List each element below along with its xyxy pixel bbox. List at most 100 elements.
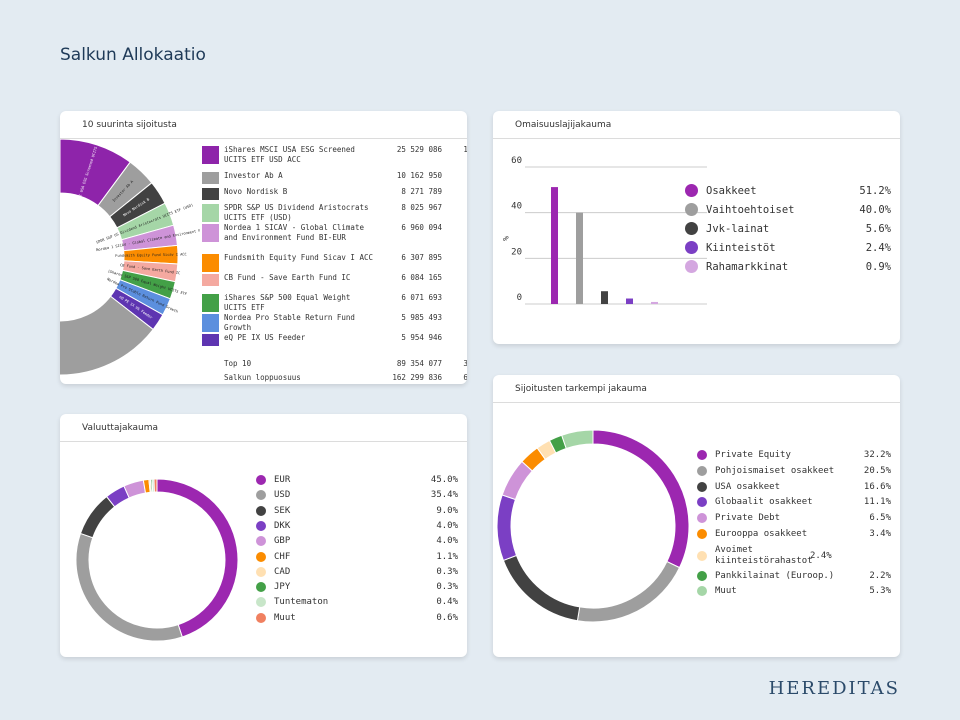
legend-dot (697, 450, 707, 460)
legend-item: Avoimet kiinteistörahastot 2.4% (697, 545, 891, 567)
summary-name: Salkun loppuosuus (224, 373, 301, 382)
legend-item: GBP 4.0% (256, 536, 458, 547)
legend-dot (685, 222, 698, 235)
legend-pct: 4.0% (436, 520, 458, 531)
legend-dot (697, 481, 707, 492)
legend-dot (697, 513, 707, 524)
card-divider (493, 402, 900, 403)
top10-pct: 2.77 % (442, 223, 467, 233)
top10-value: 8 271 789 (401, 187, 442, 196)
y-tick-label: 40 (511, 202, 522, 212)
legend-pct: 35.4% (430, 490, 458, 501)
legend-pct: 40.0% (859, 203, 891, 216)
legend-label: Kiinteistöt (706, 241, 776, 254)
legend-item: Osakkeet 51.2% (685, 184, 891, 197)
legend-label: EUR (274, 475, 291, 485)
legend-swatch (202, 334, 219, 346)
summary-pct: 64.49 % (463, 373, 467, 382)
legend-pct: 51.2% (859, 184, 891, 197)
card-divider (60, 138, 467, 139)
legend-label: Pohjoismaiset osakkeet (715, 465, 835, 476)
bar-kiinteist-t (626, 298, 633, 304)
legend-item: SEK 9.0% (256, 505, 458, 516)
currency-slice-muut (153, 478, 158, 493)
summary-value: 89 354 077 (396, 359, 442, 368)
legend-swatch (202, 294, 219, 312)
legend-pct: 16.6% (863, 481, 891, 492)
legend-pct: 9.0% (436, 505, 458, 516)
legend-dot (697, 550, 707, 561)
bar-rahamarkkinat (651, 301, 658, 304)
legend-label: Eurooppa osakkeet (715, 529, 808, 539)
asset-class-legend: Osakkeet 51.2% Vaihtoehtoiset 40.0% Jvk-… (685, 184, 891, 284)
currency-slice-sek (79, 495, 116, 539)
legend-pct: 2.4% (865, 241, 891, 254)
top10-value: 6 960 094 (401, 223, 442, 232)
legend-label: CHF (274, 551, 291, 562)
detail-slice-pohjoismaiset-osakkeet (576, 560, 681, 623)
top10-name: CB Fund - Save Earth Fund IC (224, 273, 351, 282)
legend-label: SEK (274, 505, 291, 516)
top10-value: 6 307 895 (401, 253, 442, 262)
top10-name: SPDR S&P US Dividend Aristocrats UCITS E… (224, 203, 369, 222)
top10-card: 10 suurinta sijoitusta iShares MSCI USA … (60, 111, 467, 384)
legend-label: Tuntematon (274, 597, 329, 608)
legend-pct: 3.4% (869, 529, 891, 539)
legend-pct: 0.9% (865, 260, 891, 273)
currency-slice-usd (75, 532, 183, 642)
legend-dot (697, 570, 707, 581)
legend-item: Vaihtoehtoiset 40.0% (685, 203, 891, 216)
detail-slice-globaalit-osakkeet (496, 494, 518, 562)
legend-pct: 5.3% (869, 586, 891, 597)
top10-value: 6 084 165 (401, 273, 442, 282)
detail-slice-usa-osakkeet (502, 554, 581, 622)
legend-swatch (202, 188, 219, 200)
legend-item: Globaalit osakkeet 11.1% (697, 497, 891, 508)
detail-card-title: Sijoitusten tarkempi jakauma (515, 384, 647, 394)
currency-donut-chart (75, 478, 239, 642)
top10-pct: 4.04 % (442, 171, 467, 181)
legend-label: Globaalit osakkeet (715, 497, 813, 508)
top10-pct: 3.29 % (442, 187, 467, 197)
legend-dot (685, 203, 698, 216)
top10-slice-salkun-loppuosuus (60, 139, 154, 376)
legend-label: Avoimet kiinteistörahastot (715, 544, 813, 566)
legend-swatch (202, 314, 219, 332)
legend-dot (697, 465, 707, 476)
top10-name: iShares MSCI USA ESG Screened UCITS ETF … (224, 145, 355, 164)
legend-dot (697, 586, 707, 597)
legend-label: USD (274, 490, 291, 501)
legend-label: Rahamarkkinat (706, 260, 789, 273)
legend-item: Muut 5.3% (697, 586, 891, 597)
legend-dot (256, 505, 266, 516)
legend-label: CAD (274, 566, 291, 577)
summary-name: Top 10 (224, 359, 252, 368)
legend-pct: 32.2% (863, 450, 891, 460)
asset-class-bar-chart: 0 20 40 60% (501, 156, 707, 305)
legend-label: Muut (715, 586, 737, 597)
legend-label: Private Equity (715, 450, 791, 460)
detail-donut-chart (496, 429, 690, 623)
top10-name: Investor Ab A (224, 171, 283, 180)
y-tick-label: 20 (511, 247, 522, 257)
legend-dot (256, 597, 266, 608)
legend-item: EUR 45.0% (256, 475, 458, 485)
legend-swatch (202, 224, 219, 242)
legend-item: CHF 1.1% (256, 551, 458, 562)
legend-item: CAD 0.3% (256, 566, 458, 577)
currency-card: Valuuttajakauma EUR 45.0% USD 35.4% SEK … (60, 414, 467, 657)
legend-item: DKK 4.0% (256, 520, 458, 531)
top10-pct: 2.41 % (442, 293, 467, 303)
legend-item: Private Debt 6.5% (697, 513, 891, 524)
page-title: Salkun Allokaatio (60, 45, 206, 65)
top10-pct: 3.19 % (442, 203, 467, 213)
currency-legend: EUR 45.0% USD 35.4% SEK 9.0% DKK 4.0% GB… (256, 475, 458, 635)
top10-pct: 2.37 % (442, 333, 467, 343)
top10-slice-label: Fundsmith Equity Fund Sicav I ACC (115, 252, 186, 257)
legend-label: USA osakkeet (715, 481, 781, 492)
legend-pct: 4.0% (436, 536, 458, 547)
card-divider (60, 441, 467, 442)
legend-pct: 0.6% (436, 612, 458, 623)
asset-class-card-title: Omaisuuslajijakauma (515, 120, 612, 130)
legend-dot (256, 475, 266, 485)
